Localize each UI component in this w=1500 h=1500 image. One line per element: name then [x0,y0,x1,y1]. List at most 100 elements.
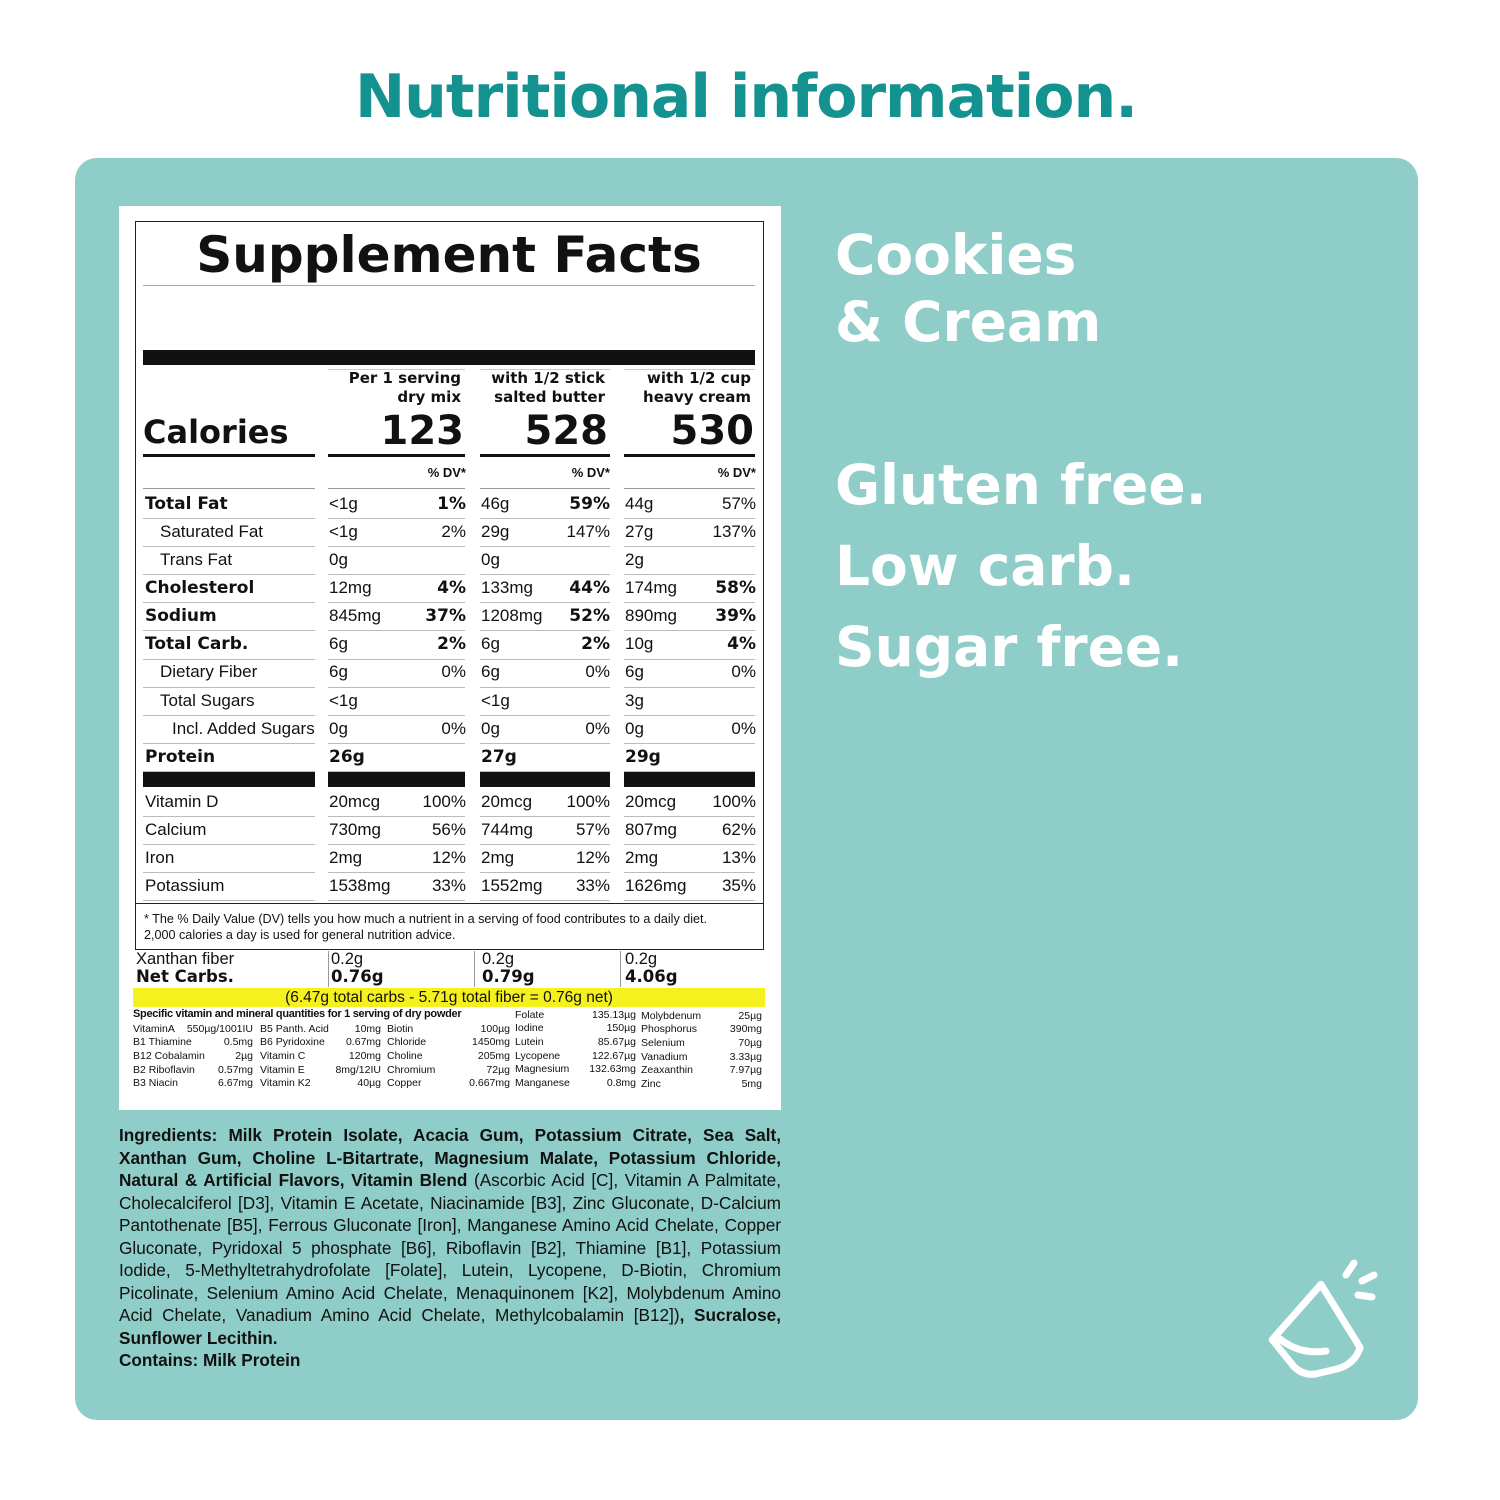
row-rule [143,630,315,632]
claim: Sugar free. [835,615,1184,679]
micro-name: Iodine [515,1022,544,1035]
row-rule [480,714,610,716]
micro-amount: 0.67mg [345,1036,381,1049]
thick-rule [624,454,755,457]
amount: 730mg [329,819,381,839]
daily-value: 100% [422,791,466,811]
rule [135,903,763,904]
micro-name: B3 Niacin [133,1077,178,1090]
amount: 744mg [481,819,533,839]
micro-name: Selenium [641,1036,685,1049]
column-header: heavy cream [643,388,751,406]
row-rule [624,574,755,576]
micro-heading: Specific vitamin and mineral quantities … [133,1008,462,1021]
amount: 807mg [625,819,677,839]
micro-name: B12 Cobalamin [133,1049,205,1062]
micro-name: B2 Riboflavin [133,1063,195,1076]
row-rule [328,770,465,772]
row-rule [328,872,465,874]
row-rule [624,900,755,902]
daily-value: 4% [727,634,756,655]
nutrient-label: Iron [145,848,175,867]
row-rule [480,816,610,817]
nutrient-label: Calcium [145,819,207,839]
column-header: Per 1 serving [348,369,461,387]
row-rule [480,518,610,519]
micro-name: VitaminA [133,1022,175,1035]
daily-value: 12% [575,848,610,867]
micro-name: B6 Pyridoxine [260,1036,325,1049]
micro-amount: 10mg [354,1022,381,1035]
row-rule [328,602,465,604]
row-rule [480,770,610,772]
micro-name: Phosphorus [641,1023,698,1036]
amount: 0g [329,718,348,738]
row-rule [624,816,755,817]
daily-value: 13% [721,848,756,867]
dv-header: % DV* [717,465,756,481]
row-rule [480,844,610,846]
amount: <1g [329,690,358,710]
micro-name: Folate [515,1008,545,1021]
daily-value: 137% [712,521,756,541]
amount: 29g [625,746,661,767]
row-rule [143,518,315,519]
dv-header: % DV* [571,465,610,481]
amount: 0g [481,718,500,738]
amount: 174mg [625,578,677,598]
extra-value: 0.76g [331,967,384,987]
micro-amount: 6.67mg [217,1077,253,1090]
amount: 20mcg [481,791,533,811]
row-rule [328,742,465,744]
amount: 20mcg [329,791,381,811]
page-title: Nutritional information. [354,62,1138,132]
amount: 27g [625,521,654,541]
micro-name: Manganese [515,1076,570,1089]
column-header: dry mix [397,388,461,406]
daily-value: 33% [431,876,466,896]
row-rule [143,574,315,576]
row-rule [624,844,755,846]
nutrient-label: Trans Fat [160,550,233,569]
micro-amount: 25µg [738,1009,762,1022]
flavor-name: Cookies [835,223,1077,287]
micro-name: Molybdenum [641,1009,702,1022]
micro-name: Zinc [641,1077,661,1090]
row-rule [328,900,465,902]
micro-name: Magnesium [515,1063,570,1076]
micro-amount: 0.5mg [223,1036,253,1049]
amount: 6g [481,634,500,654]
nutrient-label: Protein [145,746,216,767]
micro-name: Chromium [387,1063,436,1076]
row-rule [480,630,610,632]
rule [328,369,465,370]
extra-label: Net Carbs. [136,967,234,987]
thick-rule [143,454,315,457]
amount: 0g [329,550,348,569]
micro-name: B5 Panth. Acid [260,1022,329,1035]
micro-amount: 120mg [348,1049,381,1062]
micro-amount: 5mg [741,1077,762,1090]
micro-amount: 7.97µg [729,1064,762,1077]
micro-amount: 100µg [480,1022,510,1035]
daily-value: 2% [581,634,610,655]
ingredients-regular: (Ascorbic Acid [C], Vitamin A Palmitate,… [119,1170,781,1325]
row-rule [480,900,610,902]
daily-value: 2% [437,634,466,655]
micro-amount: 122.67µg [591,1049,636,1062]
amount: 1552mg [481,876,543,896]
row-rule [143,770,315,772]
row-rule [480,872,610,874]
thick-rule [480,454,610,457]
row-rule [143,714,315,716]
micro-name: Vitamin E [260,1063,305,1076]
amount: 2mg [329,848,363,867]
facts-box [135,221,764,950]
micro-name: Chloride [387,1036,427,1049]
amount: 12mg [329,578,372,598]
thick-bar [143,350,755,365]
amount: <1g [481,690,510,710]
nutrient-label: Vitamin D [145,791,219,811]
row-rule [328,518,465,519]
row-rule [143,900,315,902]
